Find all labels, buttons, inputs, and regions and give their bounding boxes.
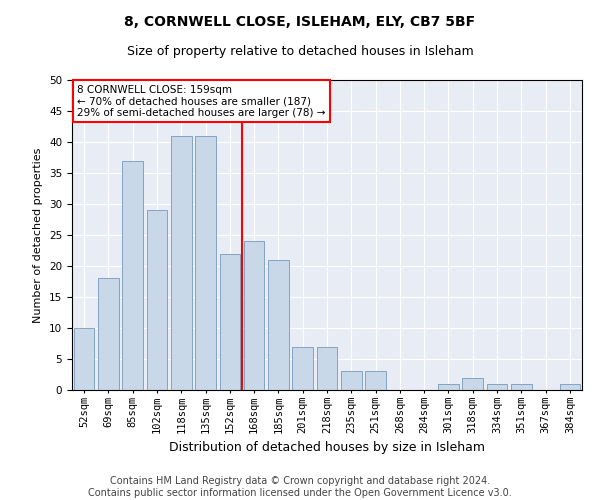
Bar [560,384,580,390]
Bar [146,210,167,390]
Text: 8, CORNWELL CLOSE, ISLEHAM, ELY, CB7 5BF: 8, CORNWELL CLOSE, ISLEHAM, ELY, CB7 5BF [124,15,476,29]
Bar [365,372,386,390]
Bar [268,260,289,390]
Bar [487,384,508,390]
X-axis label: Distribution of detached houses by size in Isleham: Distribution of detached houses by size … [169,442,485,454]
Bar [317,346,337,390]
Bar [195,136,216,390]
Bar [244,241,265,390]
Text: Size of property relative to detached houses in Isleham: Size of property relative to detached ho… [127,45,473,58]
Bar [341,372,362,390]
Bar [463,378,483,390]
Y-axis label: Number of detached properties: Number of detached properties [34,148,43,322]
Bar [511,384,532,390]
Bar [438,384,459,390]
Bar [220,254,240,390]
Bar [98,278,119,390]
Bar [292,346,313,390]
Text: 8 CORNWELL CLOSE: 159sqm
← 70% of detached houses are smaller (187)
29% of semi-: 8 CORNWELL CLOSE: 159sqm ← 70% of detach… [77,84,326,118]
Text: Contains HM Land Registry data © Crown copyright and database right 2024.
Contai: Contains HM Land Registry data © Crown c… [88,476,512,498]
Bar [122,160,143,390]
Bar [171,136,191,390]
Bar [74,328,94,390]
